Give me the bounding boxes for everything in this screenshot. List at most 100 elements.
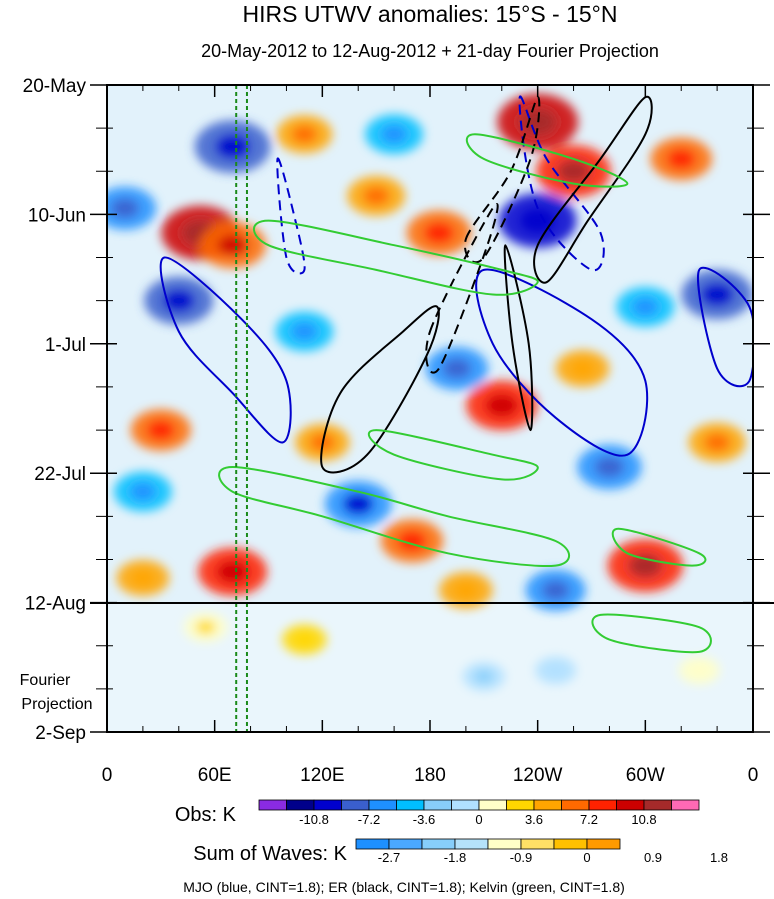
y-tick-label-3: 22-Jul [34,464,86,485]
waves-colorbar-swatch-0 [355,838,390,850]
plot-area [107,85,753,732]
x-tick-label-3: 180 [414,765,446,786]
legend-note: MJO (blue, CINT=1.8); ER (black, CINT=1.… [183,879,625,895]
anomaly-core-29 [129,482,156,501]
anomaly-core-35 [546,664,565,677]
waves-colorbar-tick-label-5: 1.8 [710,850,728,865]
kelvin-contour-3 [465,133,629,188]
anomaly-core-6 [628,553,663,578]
anomaly-core-32 [110,198,139,218]
obs-colorbar-swatch-4 [368,799,397,811]
kelvin-contour-2 [368,429,539,481]
projection-label-line2: Projection [21,696,92,713]
x-tick-label-4: 120W [513,765,563,786]
mjo-contour-3 [518,95,605,272]
y-tick-label-5: 2-Sep [35,723,86,744]
anomaly-core-13 [453,581,478,599]
waves-colorbar-swatch-4 [487,838,522,850]
anomaly-core-19 [195,620,216,634]
waves-colorbar-tick-label-0: -2.7 [378,850,400,865]
x-tick-label-6: 0 [748,765,759,786]
obs-colorbar-swatch-2 [313,799,342,811]
anomaly-core-33 [632,297,659,316]
obs-colorbar-swatch-12 [588,799,617,811]
mjo-contour-1 [475,268,649,457]
mjo-contour-4 [276,157,306,275]
waves-colorbar-tick-label-1: -1.8 [444,850,466,865]
anomaly-core-21 [163,289,195,312]
anomaly-field [107,93,753,691]
obs-colorbar-swatch-15 [671,799,700,811]
anomaly-core-17 [131,569,155,587]
axes: 0 60E 120E 180 120W 60W 0 20-May 10-Jun 1-Jul 22-J… [23,76,770,786]
er-contour-2 [503,244,534,432]
anomaly-core-5 [485,394,518,417]
anomaly-core-23 [520,208,556,233]
x-tick-label-0: 0 [102,765,113,786]
anomaly-core-1 [217,234,248,256]
y-tick-label-4: 12-Aug [25,594,86,615]
waves-colorbar-label: Sum of Waves: K [193,843,347,865]
anomaly-core-16 [570,360,595,377]
obs-colorbar-tick-label-5: 7.2 [580,812,598,827]
kelvin-contour-1 [252,219,539,296]
obs-colorbar-swatch-13 [616,799,645,811]
waves-colorbar: -2.7-1.8-0.900.91.82.7 [355,838,728,865]
er-contour-4 [425,203,499,374]
y-tick-label-0: 20-May [23,76,87,97]
waves-colorbar-swatch-7 [586,838,621,850]
anomaly-core-7 [217,560,249,583]
obs-colorbar-swatch-7 [451,799,480,811]
mjo-contour-0 [159,256,292,444]
obs-colorbar-tick-label-1: -7.2 [358,812,380,827]
er-contour-3 [463,96,541,264]
obs-colorbar-swatch-9 [506,799,535,811]
obs-colorbar-swatch-1 [286,799,315,811]
anomaly-core-28 [594,456,624,478]
x-tick-label-2: 120E [300,765,344,786]
anomaly-core-26 [701,283,734,306]
obs-colorbar-tick-label-2: -3.6 [413,812,435,827]
obs-colorbar-swatch-11 [561,799,590,811]
obs-colorbar: -10.8 -7.2 -3.6 0 3.6 7.2 10.8 [258,799,700,827]
anomaly-core-15 [704,433,730,452]
obs-colorbar-swatch-0 [258,799,287,811]
y-tick-label-2: 1-Jul [45,335,86,356]
waves-colorbar-swatch-1 [388,838,423,850]
anomaly-core-8 [147,420,175,440]
obs-colorbar-swatch-3 [341,799,370,811]
waves-colorbar-swatch-2 [421,838,456,850]
obs-colorbar-tick-label-3: 0 [475,812,482,827]
anomaly-core-12 [291,125,317,143]
anomaly-core-20 [689,664,709,677]
obs-colorbar-tick-label-0: -10.8 [299,812,329,827]
anomaly-core-22 [215,134,250,159]
anomaly-core-2 [424,222,454,243]
obs-colorbar-tick-label-6: 10.8 [631,812,656,827]
obs-colorbar-swatch-8 [478,799,507,811]
kelvin-contour-0 [218,465,571,567]
anomaly-core-11 [363,186,390,205]
projection-label-line1: Fourier [20,672,71,689]
obs-colorbar-swatch-10 [533,799,562,811]
y-tick-label-1: 10-Jun [28,205,86,226]
waves-colorbar-tick-label-2: -0.9 [510,850,532,865]
anomaly-core-34 [474,670,494,684]
chart-title: HIRS UTWV anomalies: 15°S - 15°N [242,1,617,27]
waves-colorbar-swatch-3 [454,838,489,850]
reference-lines [235,85,248,732]
anomaly-core-24 [442,358,471,379]
anomaly-core-25 [343,493,374,515]
x-tick-label-1: 60E [198,765,232,786]
waves-colorbar-tick-label-4: 0.9 [644,850,662,865]
obs-colorbar-tick-label-4: 3.6 [525,812,543,827]
anomaly-core-31 [381,125,408,144]
waves-colorbar-swatch-6 [553,838,588,850]
anomaly-core-4 [556,159,591,184]
mjo-contour-2 [697,266,753,388]
er-contour-0 [320,305,440,474]
er-contour-1 [533,95,653,284]
obs-background [107,85,753,603]
obs-colorbar-label: Obs: K [175,804,237,826]
anomaly-core-18 [294,632,315,647]
